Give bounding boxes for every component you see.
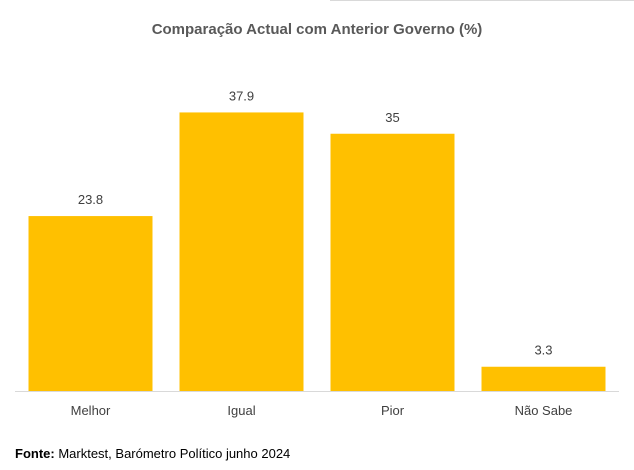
bar-chart: 23.8 37.9 35 3.3 Melhor Igual Pior Não Sabe (15, 88, 619, 418)
top-border-line (330, 0, 634, 1)
data-label-3: 3.3 (534, 343, 552, 358)
data-label-2: 35 (385, 110, 399, 125)
bars-layer (28, 112, 606, 391)
labels-layer: 23.8 37.9 35 3.3 (78, 88, 553, 357)
ticks-layer: Melhor Igual Pior Não Sabe (71, 403, 573, 418)
chart-title: Comparação Actual com Anterior Governo (… (151, 21, 483, 38)
category-label-0: Melhor (71, 403, 111, 418)
category-label-2: Pior (381, 403, 405, 418)
data-label-0: 23.8 (78, 192, 103, 207)
bar-3 (481, 366, 606, 391)
bar-0 (28, 216, 153, 391)
category-label-1: Igual (227, 403, 255, 418)
category-label-3: Não Sabe (515, 403, 573, 418)
data-label-1: 37.9 (229, 88, 254, 103)
source-note: Fonte: Marktest, Barómetro Político junh… (15, 446, 290, 461)
source-label: Fonte: (15, 446, 55, 461)
bar-2 (330, 133, 455, 391)
bar-1 (179, 112, 304, 391)
source-text: Marktest, Barómetro Político junho 2024 (54, 446, 291, 461)
